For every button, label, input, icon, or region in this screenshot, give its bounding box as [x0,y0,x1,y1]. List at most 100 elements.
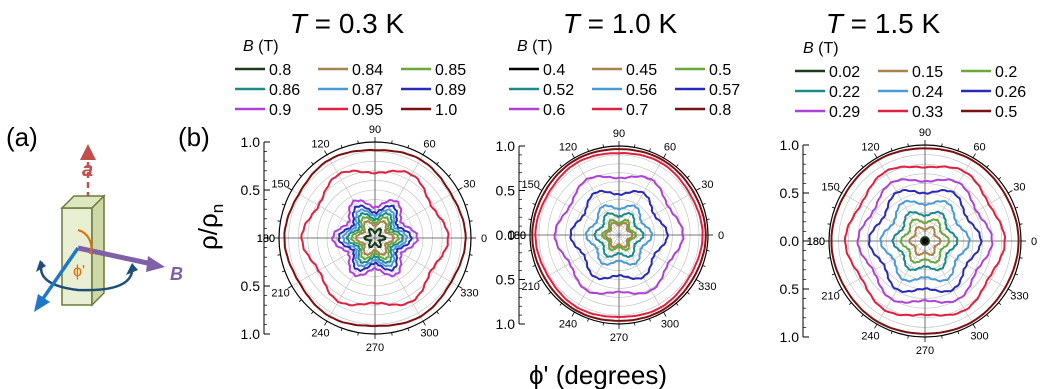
a-axis-label: a [82,159,93,181]
schematic-panel-a: (a) a B ϕ' [6,122,183,312]
legend-heading: B (T) [517,38,553,55]
angle-tick [957,147,960,151]
grid-spoke [541,190,620,236]
angle-tick [587,148,589,152]
angle-tick [571,311,575,317]
series-1.0 [283,148,467,328]
angle-tick [634,144,636,148]
radial-tick-label: 1.0 [241,134,261,150]
panel-a-label: (a) [6,122,38,152]
legend-label: 0.95 [352,102,383,119]
angle-tick [695,187,701,191]
angle-tick [311,311,314,315]
angle-tick [298,299,302,302]
angle-tick-label: 180 [257,233,275,245]
angle-tick-label: 120 [559,142,577,154]
angle-tick-label: 90 [919,127,931,139]
angle-tick-label: 210 [821,291,839,303]
series-0.29 [856,178,994,304]
angle-tick [837,190,843,194]
angle-tick [465,270,469,273]
angle-tick [559,302,563,306]
angle-tick [827,223,831,225]
angle-tick [675,164,679,168]
angle-tick [827,257,831,259]
angle-tick [436,311,439,315]
legend-label: 0.52 [543,82,574,99]
x-axis-label: ϕ' (degrees) [529,360,667,389]
angle-tick [391,332,393,336]
polar-chart-0.3K: T = 0.3 K B (T) 0.8 0.84 0.85 0.86 0.87 0.89 0.9… [235,8,487,354]
radial-tick-label: 0.5 [780,185,800,201]
series-0.57 [569,189,670,281]
radial-tick-label: 1.0 [780,137,800,153]
angle-tick [702,265,706,267]
series-0.5 [600,218,638,252]
angle-tick [357,140,359,144]
legend-label: 0.45 [626,62,657,79]
grid-spoke [374,237,424,322]
angle-tick [848,302,852,305]
angle-tick [277,220,281,222]
angle-tick [422,320,426,326]
chart-title: T = 1.0 K [563,8,678,39]
legend-label: 0.9 [269,102,291,119]
grid-spoke [618,190,697,236]
legend-label: 0.22 [829,84,860,101]
angle-tick [1019,223,1023,225]
radial-tick-label: 1.0 [496,138,516,154]
grid-spoke [924,157,974,242]
angle-tick-label: 150 [821,182,839,194]
angle-tick [407,328,410,332]
angle-tick [532,265,536,267]
series-0.8 [363,227,387,249]
angle-tick-label: 300 [970,330,988,342]
polar-chart-1.5K: T = 1.5 KB (T) 0.02 0.15 0.2 0.22 0.24 0.26 0.2… [780,8,1038,357]
angle-tick-label-180: 180 [257,233,275,245]
angle-tick-label: 60 [973,142,985,154]
legend-label: 0.89 [435,82,466,99]
angle-tick [634,322,636,326]
angle-tick [1019,257,1023,259]
angle-tick [1007,190,1013,194]
legend-label: 0.2 [995,64,1017,81]
angle-tick [602,144,604,148]
angle-tick [448,299,452,302]
radial-tick-label: 1.0 [780,329,800,345]
angle-tick [469,220,473,222]
legend-label: 0.4 [543,62,565,79]
legend-label: 0.5 [995,104,1017,121]
a-axis-arrowhead [80,144,96,160]
angle-tick-label: 240 [311,327,329,339]
angle-tick [907,335,909,339]
legend-label: 0.26 [995,84,1026,101]
series-0.87 [341,208,409,268]
angle-tick-label-180: 180 [807,236,825,248]
angle-tick [587,318,589,322]
angle-tick [907,143,909,147]
angle-tick-label: 60 [664,142,676,154]
legend-label: 1.0 [435,102,457,119]
series-0.33 [843,165,1007,317]
rotation-arrowhead-left [36,260,46,272]
angle-tick [287,187,293,191]
grid-spoke [374,154,424,239]
angle-label: ϕ' [73,263,85,280]
angle-tick [528,218,532,220]
angle-tick [1015,206,1019,209]
angle-tick-label: 300 [661,318,679,330]
angle-tick [465,203,469,206]
angle-tick-label: 120 [311,139,329,151]
radial-tick-label: 0.5 [241,182,261,198]
angle-tick [571,153,575,159]
angle-tick-label-180: 180 [508,230,526,242]
angle-tick [706,218,710,220]
series-0.86 [345,211,404,265]
series-0.95 [300,169,450,307]
legend-label: 0.84 [352,62,383,79]
angle-tick [663,311,667,317]
angle-tick [941,143,943,147]
series-0.84 [355,219,396,257]
angle-tick [675,302,679,306]
